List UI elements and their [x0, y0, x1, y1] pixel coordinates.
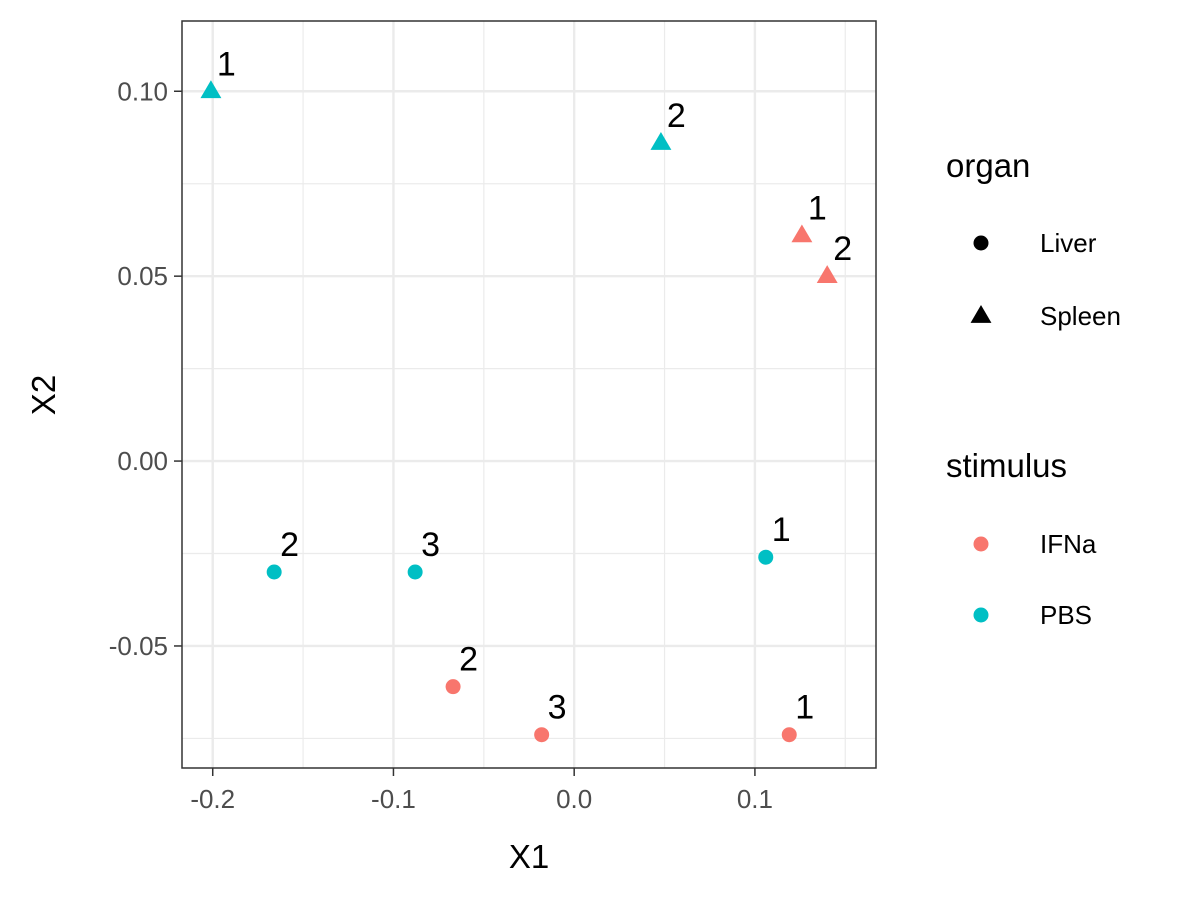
y-tick-label: 0.00 — [117, 446, 168, 476]
point-label: 1 — [217, 45, 236, 83]
data-points — [200, 80, 838, 743]
x-tick-label: -0.2 — [190, 784, 235, 814]
y-axis-title: X2 — [25, 375, 62, 415]
legend-key-triangle — [970, 305, 992, 323]
point-label: 2 — [667, 97, 686, 135]
legend-label: Spleen — [1040, 301, 1121, 331]
legend-label: PBS — [1040, 600, 1092, 630]
legend-key-color — [973, 607, 989, 623]
grid-lines — [182, 21, 876, 768]
y-tick-label: -0.05 — [109, 631, 168, 661]
panel-border — [181, 20, 877, 769]
legend-title-organ: organ — [946, 147, 1030, 184]
point-label: 2 — [280, 526, 299, 564]
point-label: 3 — [421, 526, 440, 564]
x-tick-label: 0.0 — [556, 784, 592, 814]
panel-background — [182, 21, 876, 768]
legend-key-color — [973, 536, 989, 552]
point-circle — [534, 727, 550, 743]
point-label: 3 — [548, 689, 567, 727]
y-axis: -0.05 0.00 0.05 0.10 — [109, 76, 182, 661]
point-triangle — [791, 224, 813, 243]
point-label: 1 — [808, 189, 827, 227]
y-tick-label: 0.10 — [117, 76, 168, 106]
point-circle — [781, 727, 797, 743]
point-label: 1 — [772, 511, 791, 549]
legend-title-stimulus: stimulus — [946, 447, 1067, 484]
point-label: 2 — [833, 230, 852, 268]
y-tick-label: 0.05 — [117, 261, 168, 291]
x-axis-title: X1 — [509, 838, 549, 875]
point-circle — [266, 564, 282, 580]
point-circle — [407, 564, 423, 580]
legend-label: Liver — [1040, 228, 1097, 258]
legend: organ Liver Spleen stimulus IFNa PBS — [946, 147, 1121, 630]
point-label: 2 — [459, 641, 478, 679]
x-tick-label: -0.1 — [371, 784, 416, 814]
x-axis: -0.2 -0.1 0.0 0.1 — [190, 768, 773, 814]
legend-key-circle — [973, 235, 989, 251]
point-circle — [445, 679, 461, 695]
point-label: 1 — [795, 689, 814, 727]
point-triangle — [816, 265, 838, 283]
point-triangle — [200, 80, 222, 99]
legend-label: IFNa — [1040, 529, 1097, 559]
x-tick-label: 0.1 — [737, 784, 773, 814]
point-triangle — [650, 132, 672, 150]
point-circle — [758, 549, 774, 565]
